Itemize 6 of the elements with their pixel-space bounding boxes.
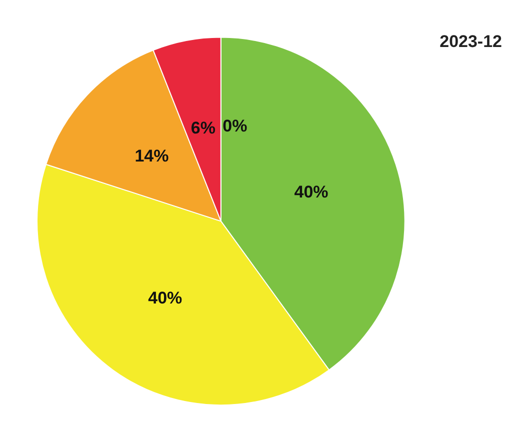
text: 2023-12 xyxy=(440,32,502,51)
text: 0% xyxy=(222,116,248,136)
data-label: 40% xyxy=(294,182,328,202)
data-label: 14% xyxy=(134,146,169,166)
data-label: 6% xyxy=(190,118,216,138)
data-label: 40% xyxy=(148,288,182,308)
